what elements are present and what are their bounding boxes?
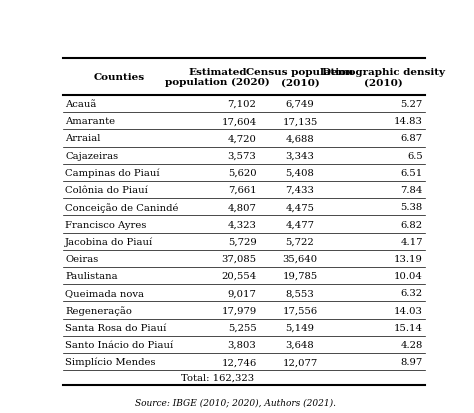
Text: 4,688: 4,688: [285, 134, 314, 143]
Text: 3,343: 3,343: [285, 151, 314, 160]
Text: Cajazeiras: Cajazeiras: [65, 151, 118, 160]
Text: 7,102: 7,102: [228, 100, 256, 109]
Text: Arraial: Arraial: [65, 134, 100, 143]
Text: Regeneração: Regeneração: [65, 306, 132, 315]
Text: 9,017: 9,017: [228, 289, 256, 298]
Text: 8,553: 8,553: [285, 289, 314, 298]
Text: 8.97: 8.97: [401, 357, 423, 366]
Text: Colônia do Piauí: Colônia do Piauí: [65, 185, 148, 195]
Text: 4,720: 4,720: [228, 134, 256, 143]
Text: Census population
(2010): Census population (2010): [246, 68, 354, 87]
Text: Santo Inácio do Piauí: Santo Inácio do Piauí: [65, 340, 173, 349]
Text: 4.28: 4.28: [401, 340, 423, 349]
Text: 5,149: 5,149: [285, 323, 314, 332]
Text: 3,648: 3,648: [285, 340, 314, 349]
Text: Counties: Counties: [94, 73, 145, 82]
Text: 4,475: 4,475: [285, 203, 314, 212]
Text: Source: IBGE (2010; 2020), Authors (2021).: Source: IBGE (2010; 2020), Authors (2021…: [136, 398, 337, 407]
Text: 5.38: 5.38: [401, 203, 423, 212]
Text: 7.84: 7.84: [401, 185, 423, 195]
Text: Queimada nova: Queimada nova: [65, 289, 144, 298]
Text: 10.04: 10.04: [394, 271, 423, 280]
Text: 6.82: 6.82: [401, 220, 423, 229]
Text: 17,979: 17,979: [221, 306, 256, 315]
Text: 15.14: 15.14: [394, 323, 423, 332]
Text: 12,077: 12,077: [283, 357, 318, 366]
Text: 13.19: 13.19: [394, 254, 423, 263]
Text: Acauã: Acauã: [65, 100, 97, 109]
Text: Simplício Mendes: Simplício Mendes: [65, 357, 155, 367]
Text: Campinas do Piauí: Campinas do Piauí: [65, 168, 160, 178]
Text: 4,807: 4,807: [228, 203, 256, 212]
Text: 5,255: 5,255: [228, 323, 256, 332]
Text: 17,556: 17,556: [283, 306, 318, 315]
Text: 14.83: 14.83: [394, 117, 423, 126]
Text: Oeiras: Oeiras: [65, 254, 99, 263]
Text: 14.03: 14.03: [394, 306, 423, 315]
Text: 4.17: 4.17: [401, 237, 423, 246]
Text: 5,408: 5,408: [285, 169, 314, 178]
Text: 6.51: 6.51: [401, 169, 423, 178]
Text: 12,746: 12,746: [221, 357, 256, 366]
Text: 7,661: 7,661: [228, 185, 256, 195]
Text: Jacobina do Piauí: Jacobina do Piauí: [65, 237, 154, 247]
Text: 4,477: 4,477: [285, 220, 314, 229]
Text: 20,554: 20,554: [221, 271, 256, 280]
Text: 37,085: 37,085: [221, 254, 256, 263]
Text: 5,722: 5,722: [285, 237, 314, 246]
Text: 5,729: 5,729: [228, 237, 256, 246]
Text: 6.87: 6.87: [401, 134, 423, 143]
Text: 17,135: 17,135: [282, 117, 318, 126]
Text: Francisco Ayres: Francisco Ayres: [65, 220, 146, 229]
Text: 35,640: 35,640: [283, 254, 318, 263]
Text: Demographic density
(2010): Demographic density (2010): [322, 68, 445, 87]
Text: 5,620: 5,620: [228, 169, 256, 178]
Text: 6.5: 6.5: [407, 151, 423, 160]
Text: 3,803: 3,803: [228, 340, 256, 349]
Text: 19,785: 19,785: [283, 271, 318, 280]
Text: 17,604: 17,604: [221, 117, 256, 126]
Text: Paulistana: Paulistana: [65, 271, 118, 280]
Text: Amarante: Amarante: [65, 117, 115, 126]
Text: 6,749: 6,749: [285, 100, 314, 109]
Text: Conceição de Canindé: Conceição de Canindé: [65, 202, 179, 212]
Text: 3,573: 3,573: [228, 151, 256, 160]
Text: Santa Rosa do Piauí: Santa Rosa do Piauí: [65, 323, 166, 332]
Text: Total: 162,323: Total: 162,323: [181, 373, 254, 382]
Text: 5.27: 5.27: [401, 100, 423, 109]
Text: 6.32: 6.32: [401, 289, 423, 298]
Text: Estimated
population (2020): Estimated population (2020): [165, 68, 270, 87]
Text: 4,323: 4,323: [228, 220, 256, 229]
Text: 7,433: 7,433: [285, 185, 314, 195]
